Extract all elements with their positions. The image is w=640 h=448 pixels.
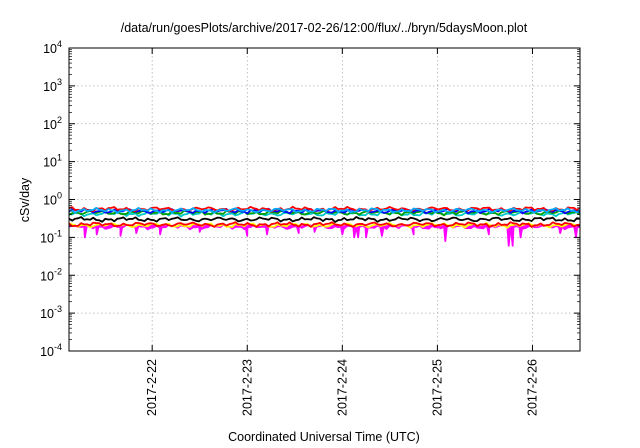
series-line	[68, 216, 581, 223]
y-axis: 10-4 10-3 10-2 10-1 100 101 102 103 104	[40, 39, 580, 359]
x-tick-label: 2017-2-22	[145, 359, 159, 416]
y-tick-label: 10-3	[40, 304, 62, 321]
x-tick-label: 2017-2-26	[525, 359, 539, 416]
y-tick-label: 100	[43, 191, 62, 208]
y-tick-label: 10-2	[40, 266, 62, 283]
series-line	[68, 223, 581, 247]
series-line	[68, 221, 581, 228]
y-tick-label: 103	[43, 77, 62, 94]
chart-title: /data/run/goesPlots/archive/2017-02-26/1…	[121, 21, 528, 35]
series-lines	[68, 205, 581, 247]
x-tick-label: 2017-2-24	[335, 359, 349, 416]
y-tick-label: 10-4	[40, 342, 62, 359]
x-tick-label: 2017-2-23	[240, 359, 254, 416]
grid	[69, 48, 580, 351]
x-tick-label: 2017-2-25	[430, 359, 444, 416]
x-axis: 2017-2-22 2017-2-23 2017-2-24 2017-2-25 2017…	[145, 48, 539, 416]
series-line	[68, 206, 581, 214]
y-tick-label: 104	[43, 39, 62, 56]
y-tick-label: 101	[43, 153, 62, 170]
y-tick-label: 10-1	[40, 228, 62, 245]
y-axis-label: cSv/day	[18, 177, 32, 222]
x-axis-label: Coordinated Universal Time (UTC)	[228, 430, 420, 444]
y-tick-label: 102	[43, 115, 62, 132]
